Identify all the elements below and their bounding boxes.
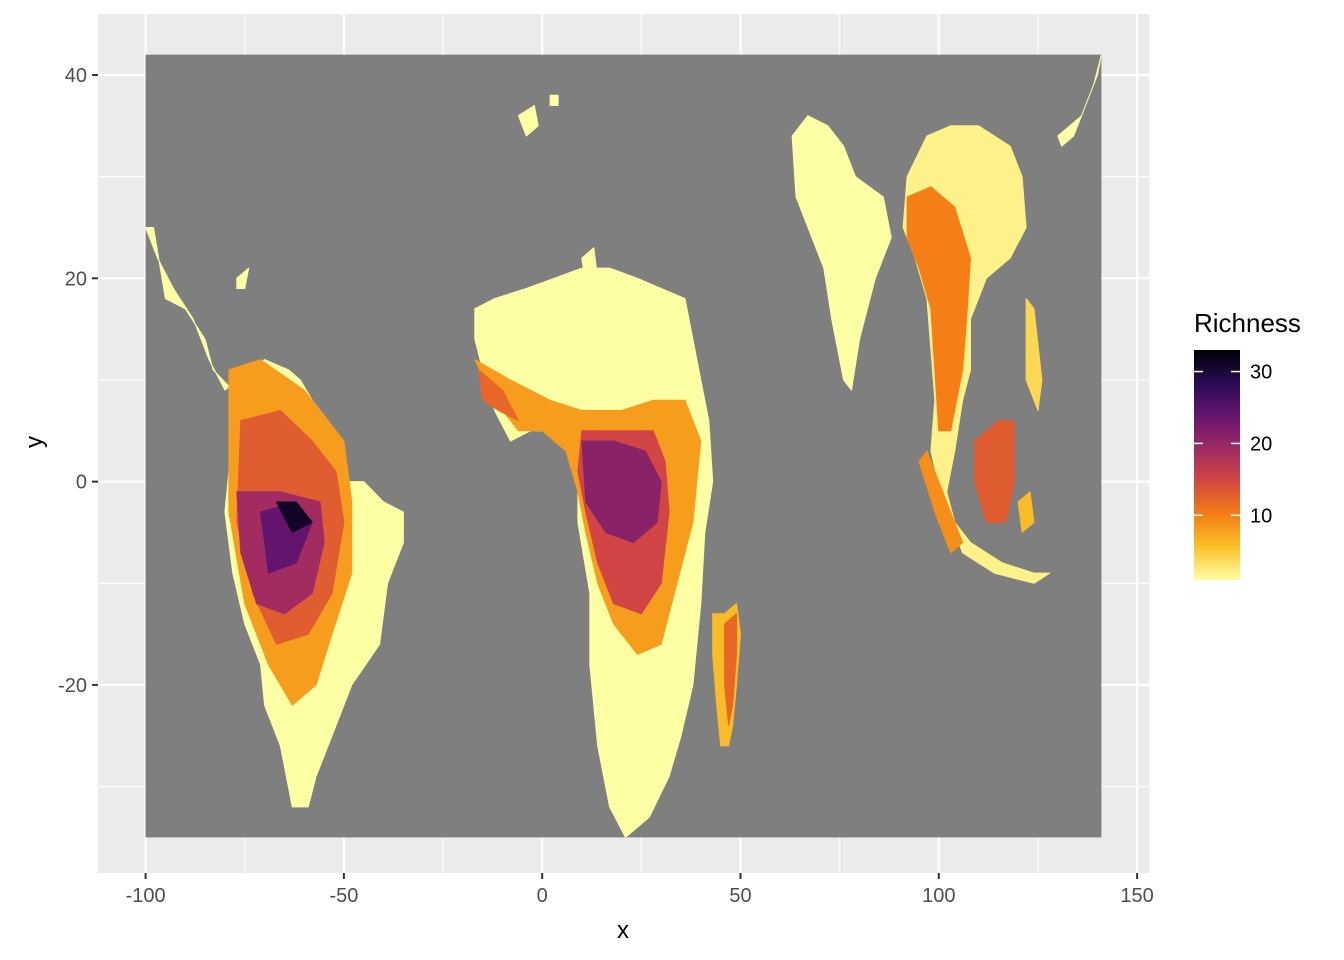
richness-zone (791, 115, 892, 391)
richness-zone (724, 613, 737, 727)
richness-zone (581, 440, 662, 544)
richness-zone (1017, 491, 1035, 533)
legend: Richness 10 20 30 (1194, 308, 1301, 580)
legend-title: Richness (1194, 308, 1301, 338)
raster-layer (145, 54, 1102, 838)
x-tick-label: 0 (537, 885, 548, 907)
x-axis-title: x (617, 917, 629, 944)
richness-zone (549, 94, 559, 106)
y-axis-ticks: -20 0 20 40 (58, 65, 98, 697)
region-mediterranean (236, 94, 599, 289)
legend-tick-label: 30 (1250, 362, 1272, 384)
x-axis-ticks: -100 -50 0 50 100 150 (126, 873, 1154, 907)
y-tick-label: 0 (76, 472, 87, 494)
x-tick-label: -100 (126, 885, 166, 907)
region-africa (474, 267, 714, 838)
x-tick-label: 150 (1120, 885, 1153, 907)
richness-zone (478, 369, 519, 422)
legend-colorbar (1194, 350, 1240, 580)
legend-tick-label: 10 (1250, 505, 1272, 527)
legend-ticks: 10 20 30 (1194, 362, 1272, 527)
richness-zone (1057, 54, 1102, 147)
x-tick-label: 50 (729, 885, 751, 907)
richness-zone (974, 420, 1015, 523)
x-tick-label: -50 (329, 885, 358, 907)
richness-zone (276, 501, 313, 533)
y-tick-label: 40 (65, 65, 87, 87)
region-madagascar (712, 603, 741, 747)
y-tick-label: -20 (58, 675, 87, 697)
richness-zone (906, 186, 971, 432)
y-tick-label: 20 (65, 268, 87, 290)
region-americas (145, 227, 404, 808)
richness-zone (1025, 298, 1043, 411)
y-axis-title: y (21, 436, 48, 448)
region-asia (791, 54, 1102, 584)
richness-zone (236, 267, 250, 289)
legend-tick-label: 20 (1250, 433, 1272, 455)
x-tick-label: 100 (922, 885, 955, 907)
richness-zone (918, 450, 964, 554)
richness-zone (581, 247, 599, 289)
richness-zone (517, 105, 539, 137)
